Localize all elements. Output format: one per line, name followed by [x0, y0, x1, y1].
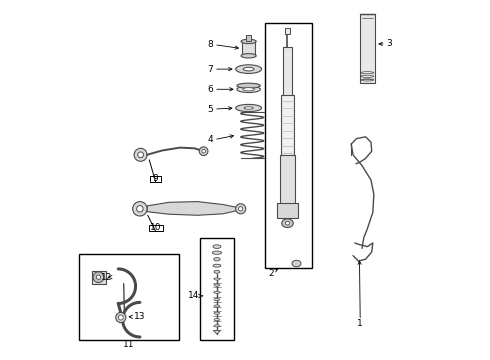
- Ellipse shape: [237, 83, 260, 88]
- Ellipse shape: [212, 251, 221, 255]
- Text: 11: 11: [123, 341, 135, 349]
- Text: 1: 1: [357, 320, 363, 328]
- Circle shape: [93, 272, 104, 283]
- Circle shape: [138, 152, 144, 158]
- Polygon shape: [213, 330, 220, 334]
- Ellipse shape: [214, 258, 220, 261]
- Text: 4: 4: [208, 135, 213, 144]
- Ellipse shape: [214, 312, 220, 314]
- Text: 2: 2: [268, 269, 274, 278]
- Ellipse shape: [118, 315, 123, 320]
- Text: 6: 6: [208, 85, 213, 94]
- Bar: [283, 47, 292, 97]
- Text: 5: 5: [208, 105, 213, 114]
- Ellipse shape: [214, 325, 220, 327]
- Ellipse shape: [116, 312, 126, 323]
- Polygon shape: [147, 202, 241, 215]
- Bar: [277, 203, 297, 218]
- Bar: [242, 41, 255, 56]
- Text: 14: 14: [188, 292, 199, 300]
- Bar: [79, 254, 179, 340]
- Bar: [92, 271, 106, 284]
- Text: 12: 12: [101, 273, 113, 282]
- Ellipse shape: [213, 245, 221, 248]
- Ellipse shape: [285, 221, 290, 225]
- Text: 13: 13: [134, 312, 146, 321]
- Ellipse shape: [241, 39, 256, 44]
- Text: 7: 7: [208, 65, 213, 74]
- Ellipse shape: [243, 67, 254, 71]
- Ellipse shape: [236, 104, 262, 112]
- Bar: [245, 35, 251, 41]
- Text: 3: 3: [387, 40, 392, 49]
- Text: 9: 9: [153, 174, 159, 183]
- Ellipse shape: [214, 319, 220, 321]
- Circle shape: [239, 207, 243, 211]
- Bar: [265, 23, 312, 268]
- Circle shape: [199, 147, 208, 156]
- Ellipse shape: [237, 86, 260, 93]
- Ellipse shape: [282, 219, 293, 228]
- Circle shape: [202, 149, 205, 153]
- Ellipse shape: [236, 65, 262, 73]
- Circle shape: [97, 275, 100, 279]
- Text: 8: 8: [208, 40, 213, 49]
- Ellipse shape: [214, 291, 220, 293]
- Ellipse shape: [214, 298, 220, 301]
- Bar: [281, 95, 294, 158]
- Bar: [360, 14, 374, 83]
- Ellipse shape: [292, 260, 301, 267]
- Bar: [285, 28, 291, 34]
- Ellipse shape: [214, 305, 220, 307]
- Ellipse shape: [214, 278, 220, 280]
- Text: 10: 10: [150, 223, 162, 233]
- Ellipse shape: [214, 270, 220, 273]
- Ellipse shape: [213, 264, 221, 267]
- Ellipse shape: [244, 107, 253, 109]
- Bar: [148, 225, 163, 231]
- Bar: [200, 238, 234, 340]
- Ellipse shape: [214, 284, 220, 286]
- Ellipse shape: [243, 88, 254, 91]
- Ellipse shape: [241, 54, 256, 58]
- Circle shape: [133, 202, 147, 216]
- Circle shape: [134, 148, 147, 161]
- Bar: [150, 176, 162, 182]
- Bar: [280, 155, 294, 205]
- Circle shape: [137, 206, 143, 212]
- Circle shape: [236, 204, 245, 214]
